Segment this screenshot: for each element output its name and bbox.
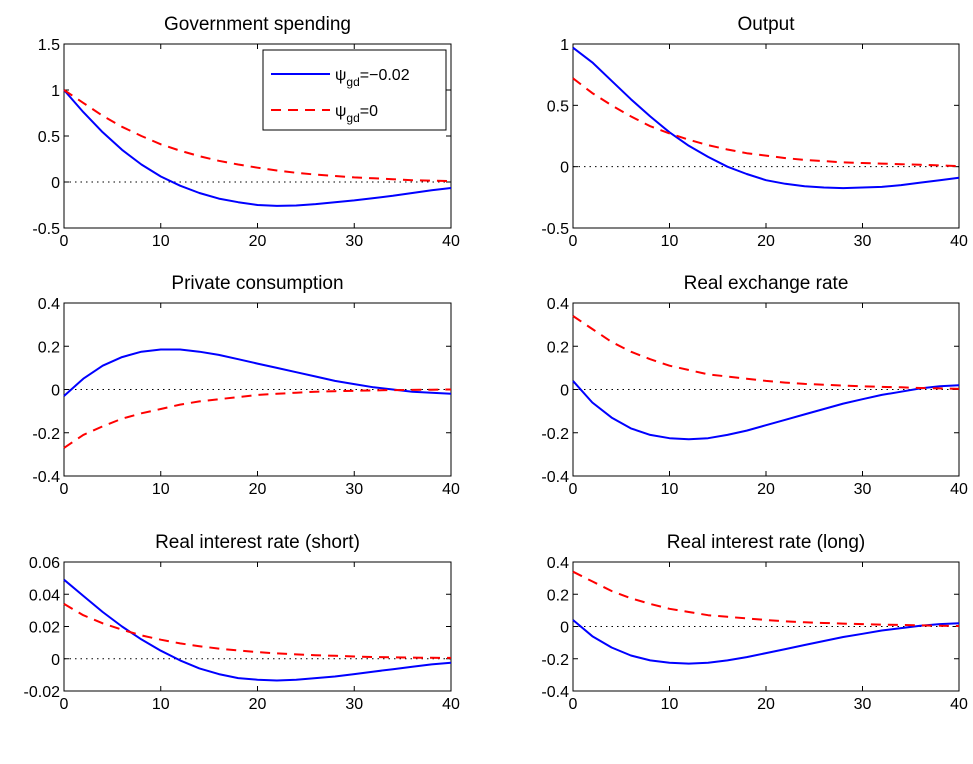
panel-4: Real exchange rate 0 10 20 30 40 -0.4 -0.2 0 0.2 0… — [541, 273, 968, 498]
y-tick-label: 0.02 — [29, 620, 60, 637]
series-line-psi-neg002 — [63, 89, 452, 207]
x-tick-label: 30 — [345, 696, 363, 713]
x-tick-label: 30 — [854, 481, 872, 498]
x-tick-label: 30 — [854, 696, 872, 713]
series-line-psi-zero — [572, 315, 960, 390]
x-tick-label: 20 — [249, 481, 267, 498]
y-tick-label: 0.4 — [547, 296, 569, 313]
y-tick-label: 0 — [51, 383, 60, 400]
y-tick-label: -0.4 — [32, 469, 60, 486]
x-tick-label: 10 — [661, 696, 679, 713]
y-tick-label: 0 — [560, 160, 569, 177]
x-tick-label: 40 — [950, 481, 968, 498]
x-tick-label: 40 — [950, 233, 968, 250]
x-tick-label: 0 — [60, 696, 69, 713]
y-tick-label: 1 — [51, 83, 60, 100]
y-tick-label: 0.2 — [38, 339, 60, 356]
panel-5: Real interest rate (short) 0 10 20 30 40 -0.02… — [24, 532, 460, 713]
panel-title: Output — [737, 14, 795, 35]
y-tick-label: -0.2 — [541, 652, 569, 669]
y-tick-label: 1 — [560, 37, 569, 54]
y-tick-label: 0.04 — [29, 587, 60, 604]
y-tick-label: 0.4 — [38, 296, 60, 313]
y-tick-label: 1.5 — [38, 37, 60, 54]
x-tick-label: 0 — [60, 233, 69, 250]
legend-label-subscript: gd — [346, 75, 359, 89]
x-tick-label: 40 — [442, 696, 460, 713]
panel-title: Real interest rate (short) — [155, 532, 360, 553]
x-tick-label: 20 — [757, 233, 775, 250]
x-tick-label: 0 — [569, 233, 578, 250]
axes-box — [572, 43, 960, 229]
x-tick-label: 10 — [661, 233, 679, 250]
legend-label-base: ψ — [335, 67, 346, 84]
y-tick-label: -0.2 — [32, 426, 60, 443]
x-tick-label: 20 — [757, 481, 775, 498]
x-tick-label: 0 — [60, 481, 69, 498]
x-tick-label: 10 — [152, 481, 170, 498]
x-tick-label: 10 — [152, 696, 170, 713]
series-line-psi-neg002 — [63, 348, 452, 397]
x-tick-label: 0 — [569, 481, 578, 498]
y-tick-label: 0.2 — [547, 339, 569, 356]
x-tick-label: 20 — [757, 696, 775, 713]
y-tick-label: -0.2 — [541, 426, 569, 443]
x-tick-label: 0 — [569, 696, 578, 713]
legend-label-subscript: gd — [346, 111, 359, 125]
panel-3: Private consumption 0 10 20 30 40 -0.4 -0.2 0 0.2… — [32, 273, 460, 498]
y-tick-label: 0 — [560, 620, 569, 637]
y-tick-label: -0.4 — [541, 469, 569, 486]
y-tick-label: -0.4 — [541, 684, 569, 701]
series-line-psi-neg002 — [63, 578, 452, 682]
series-line-psi-zero — [572, 77, 960, 168]
series-line-psi-zero — [63, 388, 452, 449]
x-tick-label: 40 — [950, 696, 968, 713]
x-tick-label: 40 — [442, 233, 460, 250]
legend-label: ψgd=0 — [335, 103, 378, 125]
panel-title: Government spending — [164, 14, 351, 35]
x-tick-label: 20 — [249, 696, 267, 713]
series-line-psi-neg002 — [572, 619, 960, 665]
x-tick-label: 20 — [249, 233, 267, 250]
legend-label-base: ψ — [335, 103, 346, 120]
series-line-psi-neg002 — [572, 46, 960, 190]
y-tick-label: -0.5 — [541, 221, 569, 238]
x-tick-label: 30 — [345, 481, 363, 498]
panel-title: Private consumption — [171, 273, 343, 294]
x-tick-label: 30 — [345, 233, 363, 250]
panel-title: Real exchange rate — [684, 273, 849, 294]
x-tick-label: 30 — [854, 233, 872, 250]
x-tick-label: 10 — [661, 481, 679, 498]
y-tick-label: 0.06 — [29, 555, 60, 572]
series-line-psi-zero — [63, 89, 452, 183]
y-tick-label: -0.02 — [24, 684, 61, 701]
series-line-psi-neg002 — [572, 380, 960, 441]
legend-label: ψgd=−0.02 — [335, 67, 410, 89]
y-tick-label: 0 — [51, 175, 60, 192]
x-tick-label: 40 — [442, 481, 460, 498]
legend-label-suffix: =−0.02 — [360, 67, 410, 84]
y-tick-label: -0.5 — [32, 221, 60, 238]
panel-6: Real interest rate (long) 0 10 20 30 40 -0.4 -0… — [541, 532, 968, 713]
y-tick-label: 0.2 — [547, 587, 569, 604]
series-line-psi-zero — [63, 603, 452, 659]
y-tick-label: 0 — [51, 652, 60, 669]
x-tick-label: 10 — [152, 233, 170, 250]
legend-label-suffix: =0 — [360, 103, 378, 120]
panel-title: Real interest rate (long) — [667, 532, 866, 553]
series-line-psi-zero — [572, 570, 960, 627]
legend-box — [262, 49, 447, 131]
y-tick-label: 0.5 — [38, 129, 60, 146]
y-tick-label: 0.5 — [547, 98, 569, 115]
y-tick-label: 0.4 — [547, 555, 569, 572]
y-tick-label: 0 — [560, 383, 569, 400]
